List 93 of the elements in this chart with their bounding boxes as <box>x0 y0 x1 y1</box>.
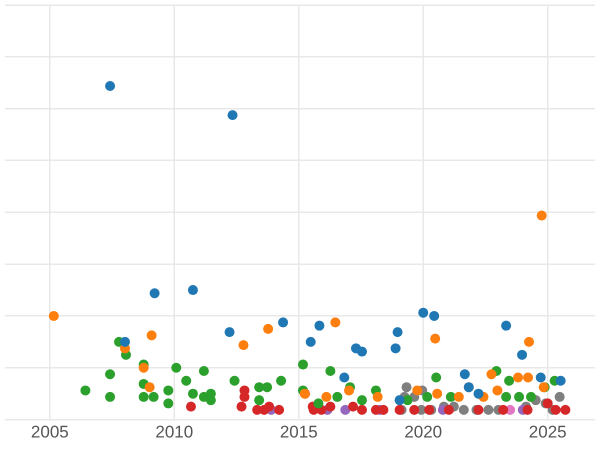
point <box>105 369 116 380</box>
point <box>473 388 484 399</box>
point <box>105 392 116 402</box>
point <box>314 320 324 331</box>
point <box>238 340 248 350</box>
point <box>460 369 470 380</box>
point <box>325 402 336 412</box>
point <box>276 376 286 386</box>
point <box>274 404 284 415</box>
point <box>262 382 272 392</box>
point <box>356 395 367 406</box>
point <box>501 392 512 402</box>
point <box>188 285 198 296</box>
point <box>332 392 342 402</box>
point <box>554 392 565 402</box>
x-tick-label: 2015 <box>280 422 318 442</box>
point <box>431 372 442 382</box>
point <box>429 310 440 321</box>
x-tick-label: 2020 <box>404 422 442 442</box>
point <box>146 330 157 340</box>
point <box>105 80 116 91</box>
point <box>321 392 332 402</box>
point <box>330 317 340 328</box>
point <box>550 404 561 415</box>
point <box>224 327 235 338</box>
point <box>430 334 440 344</box>
point <box>254 395 264 406</box>
point <box>392 327 403 338</box>
point <box>409 404 420 415</box>
point <box>372 392 383 402</box>
point <box>412 385 422 396</box>
point <box>163 398 174 408</box>
point <box>313 398 324 408</box>
point <box>298 360 308 370</box>
point <box>458 404 469 415</box>
point <box>394 395 405 406</box>
point <box>504 376 514 386</box>
point <box>264 402 274 412</box>
point <box>150 288 160 298</box>
point <box>236 402 246 412</box>
point <box>138 362 149 373</box>
point <box>378 404 388 415</box>
point <box>144 382 155 392</box>
point <box>514 392 524 402</box>
point <box>188 388 198 399</box>
point <box>536 372 546 382</box>
point <box>263 324 274 334</box>
point <box>181 376 192 386</box>
point <box>148 392 159 402</box>
point <box>306 336 316 347</box>
point <box>230 376 240 386</box>
point <box>356 346 367 357</box>
point <box>198 366 209 376</box>
point <box>513 372 524 382</box>
point <box>454 392 464 402</box>
point <box>556 376 566 386</box>
point <box>206 395 216 406</box>
point <box>171 362 182 373</box>
point <box>483 404 494 415</box>
x-tick-label: 2010 <box>155 422 194 442</box>
point <box>536 210 547 221</box>
point <box>356 404 367 415</box>
point <box>339 372 350 382</box>
point <box>523 372 534 382</box>
point <box>340 404 350 415</box>
point <box>526 392 536 402</box>
point <box>163 385 174 396</box>
point <box>517 350 528 360</box>
x-tick-label: 2025 <box>528 422 567 442</box>
point <box>560 404 570 415</box>
point <box>390 343 401 354</box>
point <box>486 369 496 380</box>
x-tick-label: 2005 <box>30 422 69 442</box>
point <box>186 402 196 412</box>
point <box>80 385 90 396</box>
point <box>120 336 130 347</box>
point <box>422 392 432 402</box>
point <box>325 366 336 376</box>
point <box>138 392 149 402</box>
point <box>492 385 502 396</box>
point <box>418 308 428 318</box>
point <box>522 404 533 415</box>
point <box>444 404 454 415</box>
point <box>348 402 358 412</box>
point <box>228 110 238 120</box>
point <box>278 317 288 328</box>
point <box>524 336 534 347</box>
point <box>344 385 354 396</box>
point <box>48 310 59 321</box>
point <box>501 320 512 331</box>
point <box>432 388 442 399</box>
point <box>498 404 508 415</box>
point <box>402 382 412 392</box>
